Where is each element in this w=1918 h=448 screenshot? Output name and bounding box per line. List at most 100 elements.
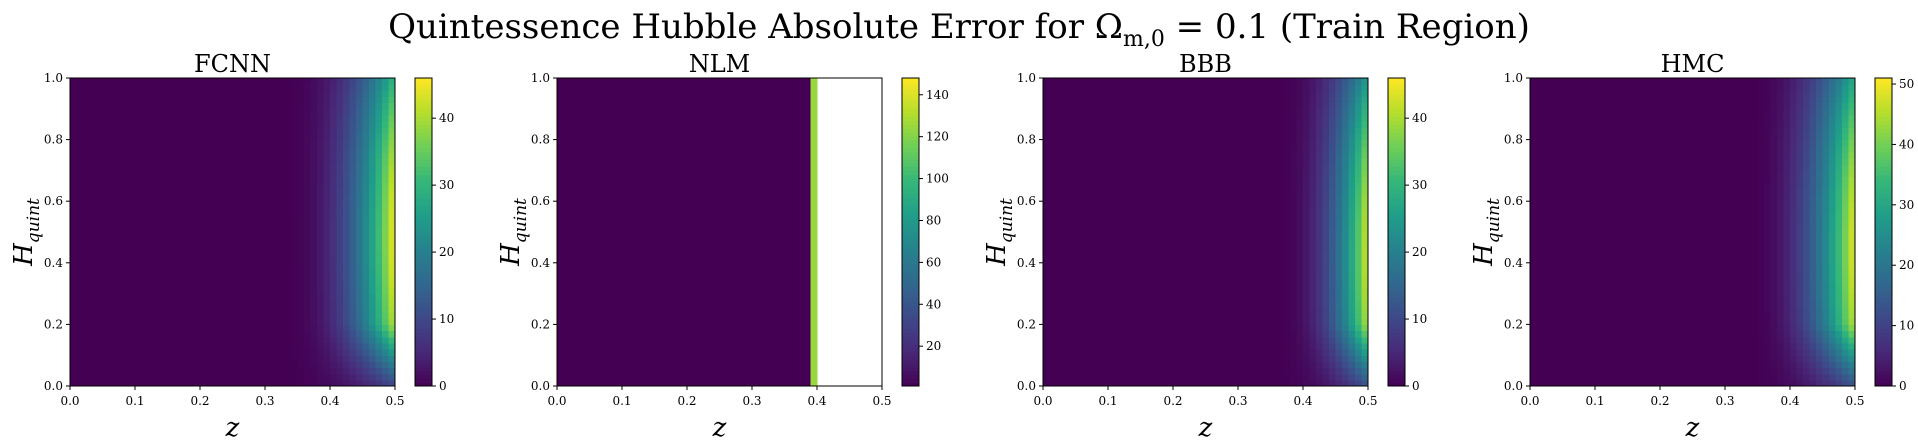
heatmap-cell (726, 373, 734, 381)
heatmap-cell (226, 305, 234, 313)
heatmap-cell (1062, 287, 1070, 295)
heatmap-cell (791, 90, 799, 98)
heatmap-cell (732, 367, 740, 375)
heatmap-cell (200, 281, 208, 289)
heatmap-cell (180, 349, 188, 356)
heatmap-cell (245, 361, 253, 369)
heatmap-cell (161, 219, 169, 227)
heatmap-cell (726, 324, 734, 332)
heatmap-cell (615, 268, 623, 276)
heatmap-cell (674, 299, 682, 307)
heatmap-cell (583, 139, 591, 147)
heatmap-cell (297, 287, 305, 295)
heatmap-cell (706, 158, 714, 165)
heatmap-cell (226, 268, 234, 276)
heatmap-cell (713, 139, 721, 147)
heatmap-cell (167, 312, 175, 319)
heatmap-cell (239, 145, 247, 153)
heatmap-cell (83, 145, 91, 153)
heatmap-cell (654, 213, 662, 221)
heatmap-cell (570, 84, 578, 91)
heatmap-cell (193, 170, 201, 178)
heatmap-cell (89, 127, 97, 135)
heatmap-cell (232, 355, 240, 362)
heatmap-cell (265, 293, 273, 301)
heatmap-cell (784, 287, 792, 295)
heatmap-cell (317, 336, 325, 344)
heatmap-cell (343, 188, 351, 196)
heatmap-cell (128, 219, 136, 227)
heatmap-cell (758, 102, 766, 110)
heatmap-cell (154, 151, 162, 159)
heatmap-cell (330, 78, 338, 85)
heatmap-cell (628, 84, 636, 91)
heatmap-cell (674, 268, 682, 276)
heatmap-cell (765, 379, 773, 387)
heatmap-cell (563, 355, 571, 362)
heatmap-cell (330, 225, 338, 233)
heatmap-cell (265, 250, 273, 258)
heatmap-cell (193, 324, 201, 332)
heatmap-cell (583, 275, 591, 282)
heatmap-cell (284, 201, 292, 208)
heatmap-cell (232, 232, 240, 239)
heatmap-cell (297, 244, 305, 252)
heatmap-cell (602, 182, 610, 190)
heatmap-cell (369, 96, 377, 104)
heatmap-cell (641, 232, 649, 239)
heatmap-cell (83, 176, 91, 184)
heatmap-cell (102, 114, 110, 122)
heatmap-cell (745, 139, 753, 147)
heatmap-cell (258, 275, 266, 282)
heatmap-cell (596, 121, 604, 128)
heatmap-cell (719, 114, 727, 122)
heatmap-cell (76, 342, 84, 350)
colorbar-band (902, 270, 919, 275)
heatmap-cell (252, 336, 260, 344)
heatmap-cell (193, 312, 201, 319)
heatmap-cell (265, 127, 273, 135)
heatmap-cell (161, 318, 169, 325)
heatmap-cell (583, 361, 591, 369)
heatmap-cell (323, 151, 331, 159)
heatmap-cell (732, 262, 740, 270)
heatmap-cell (732, 293, 740, 301)
heatmap-cell (804, 318, 812, 325)
heatmap-cell (641, 188, 649, 196)
heatmap-cell (1069, 275, 1077, 282)
heatmap-cell (661, 299, 669, 307)
heatmap-cell (745, 312, 753, 319)
heatmap-cell (778, 238, 786, 245)
heatmap-cell (219, 349, 227, 356)
heatmap-cell (291, 268, 299, 276)
heatmap-cell (615, 176, 623, 184)
heatmap-cell (180, 275, 188, 282)
heatmap-cell (641, 219, 649, 227)
heatmap-cell (674, 281, 682, 289)
heatmap-cell (336, 151, 344, 159)
heatmap-cell (797, 275, 805, 282)
heatmap-cell (343, 114, 351, 122)
heatmap-cell (271, 213, 279, 221)
heatmap-cell (609, 78, 617, 85)
heatmap-cell (330, 299, 338, 307)
heatmap-cell (252, 164, 260, 171)
heatmap-cell (317, 176, 325, 184)
heatmap-cell (206, 225, 214, 233)
heatmap-cell (622, 133, 630, 141)
colorbar-band (902, 251, 919, 256)
heatmap-cell (797, 201, 805, 208)
heatmap-cell (693, 127, 701, 135)
heatmap-cell (570, 244, 578, 252)
heatmap-cell (778, 201, 786, 208)
heatmap-cell (622, 355, 630, 362)
heatmap-cell (1069, 262, 1077, 270)
heatmap-cell (693, 176, 701, 184)
heatmap-cell (732, 342, 740, 350)
heatmap-cell (239, 318, 247, 325)
heatmap-cell (278, 102, 286, 110)
heatmap-cell (778, 207, 786, 215)
heatmap-cell (557, 225, 565, 233)
heatmap-cell (1049, 379, 1057, 387)
heatmap-cell (609, 90, 617, 98)
